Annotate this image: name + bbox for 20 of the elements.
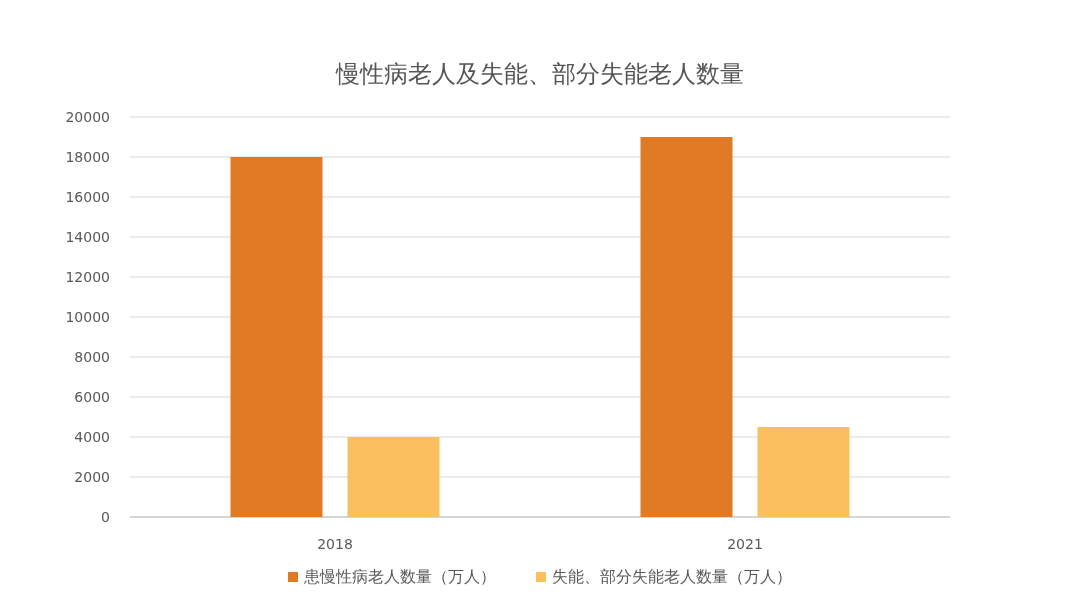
x-tick-label: 2018 [317,536,353,552]
y-tick-label: 0 [101,509,110,525]
bar [757,427,850,517]
y-tick-label: 2000 [74,469,110,485]
y-tick-label: 20000 [65,109,110,125]
legend-label: 失能、部分失能老人数量（万人） [552,567,792,586]
bar [347,437,440,517]
bar [640,137,733,517]
y-tick-label: 16000 [65,189,110,205]
y-tick-label: 12000 [65,269,110,285]
y-tick-label: 14000 [65,229,110,245]
y-tick-label: 4000 [74,429,110,445]
y-tick-label: 10000 [65,309,110,325]
y-tick-label: 8000 [74,349,110,365]
y-tick-label: 6000 [74,389,110,405]
legend-label: 患慢性病老人数量（万人） [303,567,496,586]
x-tick-label: 2021 [727,536,763,552]
bar [230,157,323,517]
y-tick-label: 18000 [65,149,110,165]
chart-title: 慢性病老人及失能、部分失能老人数量 [335,60,744,88]
